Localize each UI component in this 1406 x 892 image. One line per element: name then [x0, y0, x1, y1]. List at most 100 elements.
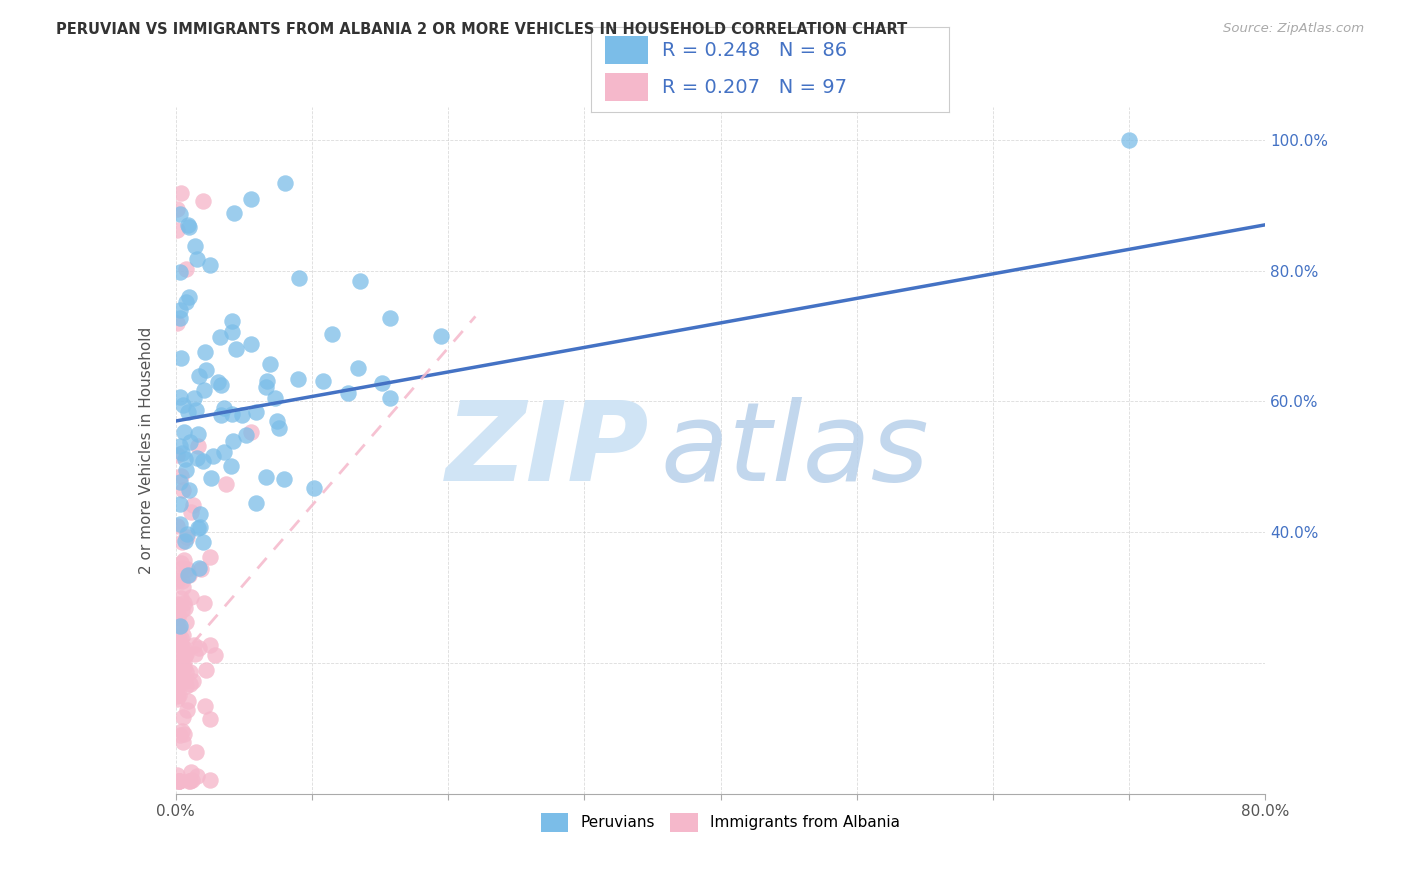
Peruvians: [169, 475, 191, 489]
Peruvians: [231, 408, 253, 422]
Immigrants from Albania: [170, 556, 193, 570]
Immigrants from Albania: [167, 773, 190, 788]
Peruvians: [378, 391, 401, 405]
Immigrants from Albania: [173, 727, 195, 741]
Peruvians: [336, 385, 359, 400]
Peruvians: [274, 176, 297, 190]
Immigrants from Albania: [194, 698, 217, 713]
Immigrants from Albania: [173, 660, 195, 674]
Immigrants from Albania: [170, 574, 193, 588]
Immigrants from Albania: [181, 772, 204, 787]
Immigrants from Albania: [167, 632, 190, 647]
Peruvians: [169, 619, 191, 633]
FancyBboxPatch shape: [605, 36, 648, 64]
Peruvians: [269, 420, 291, 434]
Peruvians: [184, 402, 207, 417]
Peruvians: [169, 390, 191, 404]
Peruvians: [179, 434, 201, 449]
Peruvians: [256, 374, 278, 388]
Immigrants from Albania: [204, 648, 226, 662]
Immigrants from Albania: [179, 665, 201, 679]
Immigrants from Albania: [173, 655, 195, 669]
Immigrants from Albania: [166, 668, 188, 682]
Y-axis label: 2 or more Vehicles in Household: 2 or more Vehicles in Household: [139, 326, 155, 574]
Immigrants from Albania: [191, 194, 214, 208]
Immigrants from Albania: [172, 710, 194, 724]
Peruvians: [169, 265, 191, 279]
Immigrants from Albania: [187, 439, 209, 453]
Immigrants from Albania: [198, 638, 221, 652]
Immigrants from Albania: [183, 498, 205, 512]
Immigrants from Albania: [179, 676, 201, 690]
Peruvians: [222, 206, 245, 220]
Immigrants from Albania: [177, 773, 200, 788]
Peruvians: [245, 496, 267, 510]
Immigrants from Albania: [180, 505, 202, 519]
Immigrants from Albania: [166, 663, 188, 677]
Peruvians: [183, 391, 205, 405]
Immigrants from Albania: [166, 689, 188, 703]
Immigrants from Albania: [177, 694, 200, 708]
Peruvians: [179, 220, 201, 235]
Immigrants from Albania: [169, 655, 191, 669]
Text: atlas: atlas: [661, 397, 929, 504]
Text: R = 0.248   N = 86: R = 0.248 N = 86: [662, 40, 848, 60]
Immigrants from Albania: [169, 643, 191, 657]
Peruvians: [259, 357, 281, 371]
Peruvians: [191, 535, 214, 549]
Peruvians: [221, 314, 243, 328]
Immigrants from Albania: [198, 713, 221, 727]
Peruvians: [254, 470, 277, 484]
Peruvians: [208, 330, 231, 344]
Peruvians: [170, 351, 193, 365]
Peruvians: [212, 401, 235, 415]
Text: ZIP: ZIP: [446, 397, 650, 504]
Peruvians: [219, 459, 242, 474]
Immigrants from Albania: [166, 519, 188, 533]
Immigrants from Albania: [194, 663, 217, 677]
Immigrants from Albania: [167, 688, 190, 702]
Peruvians: [430, 329, 453, 343]
Immigrants from Albania: [166, 202, 188, 216]
Peruvians: [225, 342, 247, 356]
Immigrants from Albania: [172, 483, 194, 497]
Immigrants from Albania: [200, 772, 222, 787]
Immigrants from Albania: [166, 632, 188, 647]
Immigrants from Albania: [173, 640, 195, 655]
Immigrants from Albania: [176, 530, 198, 544]
Immigrants from Albania: [172, 734, 194, 748]
Peruvians: [347, 360, 370, 375]
Peruvians: [169, 310, 191, 325]
Immigrants from Albania: [180, 591, 202, 605]
Immigrants from Albania: [166, 768, 188, 782]
Peruvians: [312, 374, 335, 388]
Peruvians: [179, 483, 201, 497]
Immigrants from Albania: [166, 609, 188, 624]
Immigrants from Albania: [183, 638, 205, 652]
Immigrants from Albania: [198, 549, 221, 564]
Peruvians: [187, 368, 209, 383]
Immigrants from Albania: [166, 449, 188, 463]
Peruvians: [200, 258, 222, 272]
Peruvians: [187, 427, 209, 442]
Immigrants from Albania: [170, 186, 193, 201]
Immigrants from Albania: [184, 745, 207, 759]
Immigrants from Albania: [239, 425, 262, 440]
Immigrants from Albania: [170, 534, 193, 549]
Immigrants from Albania: [169, 469, 191, 483]
Immigrants from Albania: [174, 665, 197, 679]
Immigrants from Albania: [173, 596, 195, 610]
Immigrants from Albania: [170, 637, 193, 651]
Peruvians: [174, 451, 197, 466]
Text: R = 0.207   N = 97: R = 0.207 N = 97: [662, 78, 848, 97]
Immigrants from Albania: [173, 553, 195, 567]
Immigrants from Albania: [169, 728, 191, 742]
Immigrants from Albania: [190, 561, 212, 575]
Legend: Peruvians, Immigrants from Albania: Peruvians, Immigrants from Albania: [534, 807, 907, 838]
Immigrants from Albania: [180, 764, 202, 779]
Peruvians: [1118, 133, 1140, 147]
Peruvians: [254, 380, 277, 394]
Peruvians: [209, 408, 232, 422]
Immigrants from Albania: [181, 674, 204, 689]
Immigrants from Albania: [177, 568, 200, 582]
